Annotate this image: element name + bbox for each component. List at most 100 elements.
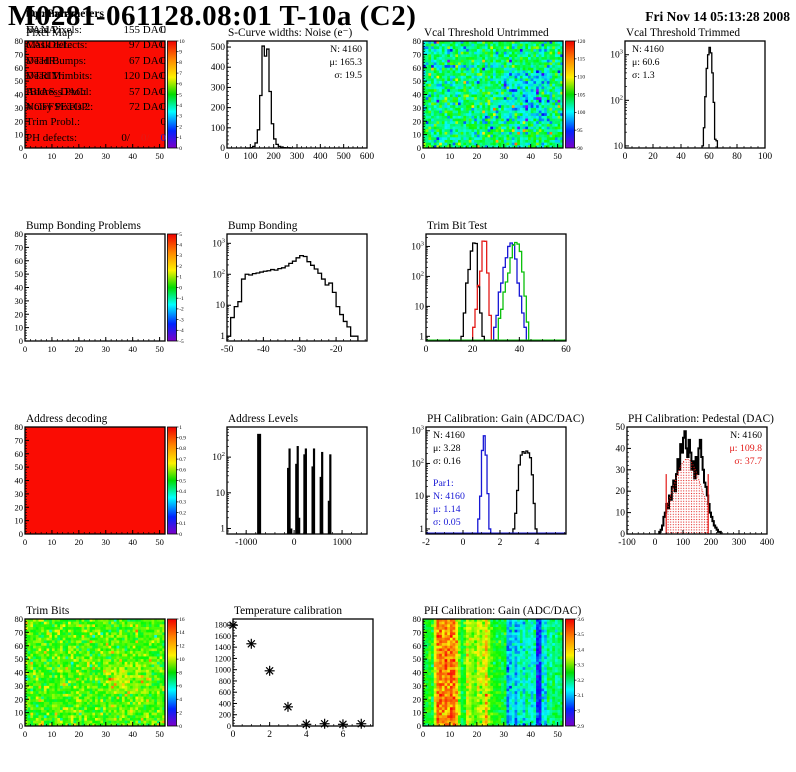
chart-bump-bonding: Bump Bonding -50 -40 -30 -20 1 10 102 103 xyxy=(212,220,368,355)
svg-text:0.4: 0.4 xyxy=(179,489,186,495)
svg-text:30: 30 xyxy=(102,344,111,354)
svg-text:σ: 19.5: σ: 19.5 xyxy=(334,70,362,81)
panel-op-parameters: Op. Parameters VANA: 155 DAC CALDEL: 97 DAC… xyxy=(0,0,199,188)
svg-text:100: 100 xyxy=(211,124,226,134)
svg-text:7: 7 xyxy=(179,71,182,77)
text-row: Dead Bumps: 0 xyxy=(26,54,166,67)
svg-text:0.3: 0.3 xyxy=(179,500,186,506)
text-row: Trim Probl.: 0 xyxy=(26,116,166,129)
svg-text:70: 70 xyxy=(15,49,24,59)
svg-text:30: 30 xyxy=(616,466,626,476)
svg-text:400: 400 xyxy=(760,538,775,548)
svg-text:80: 80 xyxy=(413,36,422,46)
svg-text:-30: -30 xyxy=(293,345,306,355)
text-row: Dead Trimbits: 0 xyxy=(26,70,166,83)
svg-text:200: 200 xyxy=(267,152,282,162)
svg-text:0: 0 xyxy=(179,146,182,152)
svg-text:500: 500 xyxy=(337,152,352,162)
svg-text:95: 95 xyxy=(577,128,583,134)
svg-text:20: 20 xyxy=(648,152,658,162)
panel-address-decoding: Address decoding 0 0.1 0.2 0.3 0.4 0.5 0.6 0.7 0.… xyxy=(0,412,199,600)
svg-text:20: 20 xyxy=(75,151,84,161)
svg-text:0: 0 xyxy=(220,144,225,154)
svg-text:N: 4160: N: 4160 xyxy=(433,491,465,502)
svg-text:0.8: 0.8 xyxy=(179,446,186,452)
svg-text:N: 4160: N: 4160 xyxy=(433,430,465,441)
svg-text:20: 20 xyxy=(75,344,84,354)
svg-text:10: 10 xyxy=(216,301,226,311)
svg-text:Bump Bonding Problems: Bump Bonding Problems xyxy=(26,220,141,232)
summary-heading: Summary xyxy=(26,8,75,20)
svg-text:0.5: 0.5 xyxy=(179,478,186,484)
svg-text:0.9: 0.9 xyxy=(179,436,186,442)
svg-text:σ: 0.05: σ: 0.05 xyxy=(433,517,461,528)
text-row: CALDEL: 97 DAC xyxy=(26,39,166,52)
svg-text:-5: -5 xyxy=(179,339,184,345)
svg-text:20: 20 xyxy=(413,116,422,126)
svg-text:1: 1 xyxy=(419,332,424,342)
svg-text:10: 10 xyxy=(415,492,425,502)
svg-text:40: 40 xyxy=(515,345,525,355)
svg-text:0: 0 xyxy=(292,538,297,548)
svg-text:60: 60 xyxy=(15,449,24,459)
svg-text:3: 3 xyxy=(179,253,182,259)
svg-text:1: 1 xyxy=(179,275,182,281)
text-row: VOFFSETOP: 72 DAC xyxy=(26,101,166,114)
svg-text:10: 10 xyxy=(216,489,226,499)
svg-text:Address decoding: Address decoding xyxy=(26,413,108,425)
svg-text:100: 100 xyxy=(676,538,691,548)
svg-text:10: 10 xyxy=(413,130,422,140)
svg-text:Bump Bonding: Bump Bonding xyxy=(228,220,298,232)
svg-text:0: 0 xyxy=(417,143,421,153)
svg-text:8: 8 xyxy=(179,60,182,66)
svg-text:30: 30 xyxy=(15,296,24,306)
svg-text:100: 100 xyxy=(758,152,773,162)
svg-text:60: 60 xyxy=(561,345,571,355)
svg-text:0: 0 xyxy=(23,537,27,547)
svg-text:-100: -100 xyxy=(618,538,636,548)
page-title: M0281-061128.08:01 T-10a (C2) xyxy=(8,0,417,32)
svg-text:4: 4 xyxy=(179,103,182,109)
svg-text:-4: -4 xyxy=(179,328,184,334)
svg-text:60: 60 xyxy=(704,152,714,162)
text-row: Mask defects: 0 xyxy=(26,39,166,52)
svg-text:σ: 0.16: σ: 0.16 xyxy=(433,456,461,467)
panel-trim-bit-test: Trim Bit Test 0 20 40 60 1 10 102 103 xyxy=(398,219,597,407)
panel-summary: Summary Dead Pixels: 0 Mask defects: 0 Dead … xyxy=(0,0,199,188)
chart-address-levels: Address Levels -1000 0 1000 1 10 102 xyxy=(212,413,368,548)
svg-text:20: 20 xyxy=(473,151,482,161)
panel-ph-pedestal: PH Calibration: Pedestal (DAC) -100 0 100 20… xyxy=(597,412,796,600)
svg-text:50: 50 xyxy=(15,269,24,279)
svg-text:102: 102 xyxy=(610,94,623,106)
svg-text:90: 90 xyxy=(577,146,583,152)
svg-text:-40: -40 xyxy=(257,345,270,355)
text-row: VTHR: 67 DAC xyxy=(26,54,166,67)
svg-text:0: 0 xyxy=(23,344,27,354)
svg-text:3: 3 xyxy=(179,114,182,120)
svg-text:20: 20 xyxy=(15,502,24,512)
svg-text:115: 115 xyxy=(577,57,585,63)
panel-trim-bits: Trim Bits 0 2 4 6 8 10 12 14 16 0 10 20 30 40 50 0 10 20 30… xyxy=(0,604,199,772)
svg-text:-50: -50 xyxy=(221,345,234,355)
panel-scurve-noise: S-Curve widths: Noise (e⁻) 0 100 200 300 400 5… xyxy=(199,26,398,214)
svg-text:30: 30 xyxy=(102,537,111,547)
svg-text:400: 400 xyxy=(313,152,328,162)
svg-text:20: 20 xyxy=(468,345,478,355)
op-parameters-heading: Op. Parameters xyxy=(26,8,104,20)
svg-text:10: 10 xyxy=(48,344,57,354)
text-row: VANA: 155 DAC xyxy=(26,24,166,36)
svg-text:μ: 109.8: μ: 109.8 xyxy=(730,443,763,454)
svg-text:0: 0 xyxy=(421,151,425,161)
svg-text:N: 4160: N: 4160 xyxy=(632,44,664,55)
svg-text:4: 4 xyxy=(535,538,540,548)
svg-text:10: 10 xyxy=(15,516,24,526)
text-row: IBIAS_DAC: 57 DAC xyxy=(26,85,166,98)
svg-text:40: 40 xyxy=(128,537,137,547)
svg-text:PH Calibration: Gain (ADC/DAC): PH Calibration: Gain (ADC/DAC) xyxy=(427,413,584,425)
svg-text:0: 0 xyxy=(179,532,182,538)
svg-text:6: 6 xyxy=(179,82,182,88)
svg-text:70: 70 xyxy=(413,49,422,59)
text-row: Dead Pixels: 0 xyxy=(26,24,166,36)
svg-text:103: 103 xyxy=(212,237,225,249)
